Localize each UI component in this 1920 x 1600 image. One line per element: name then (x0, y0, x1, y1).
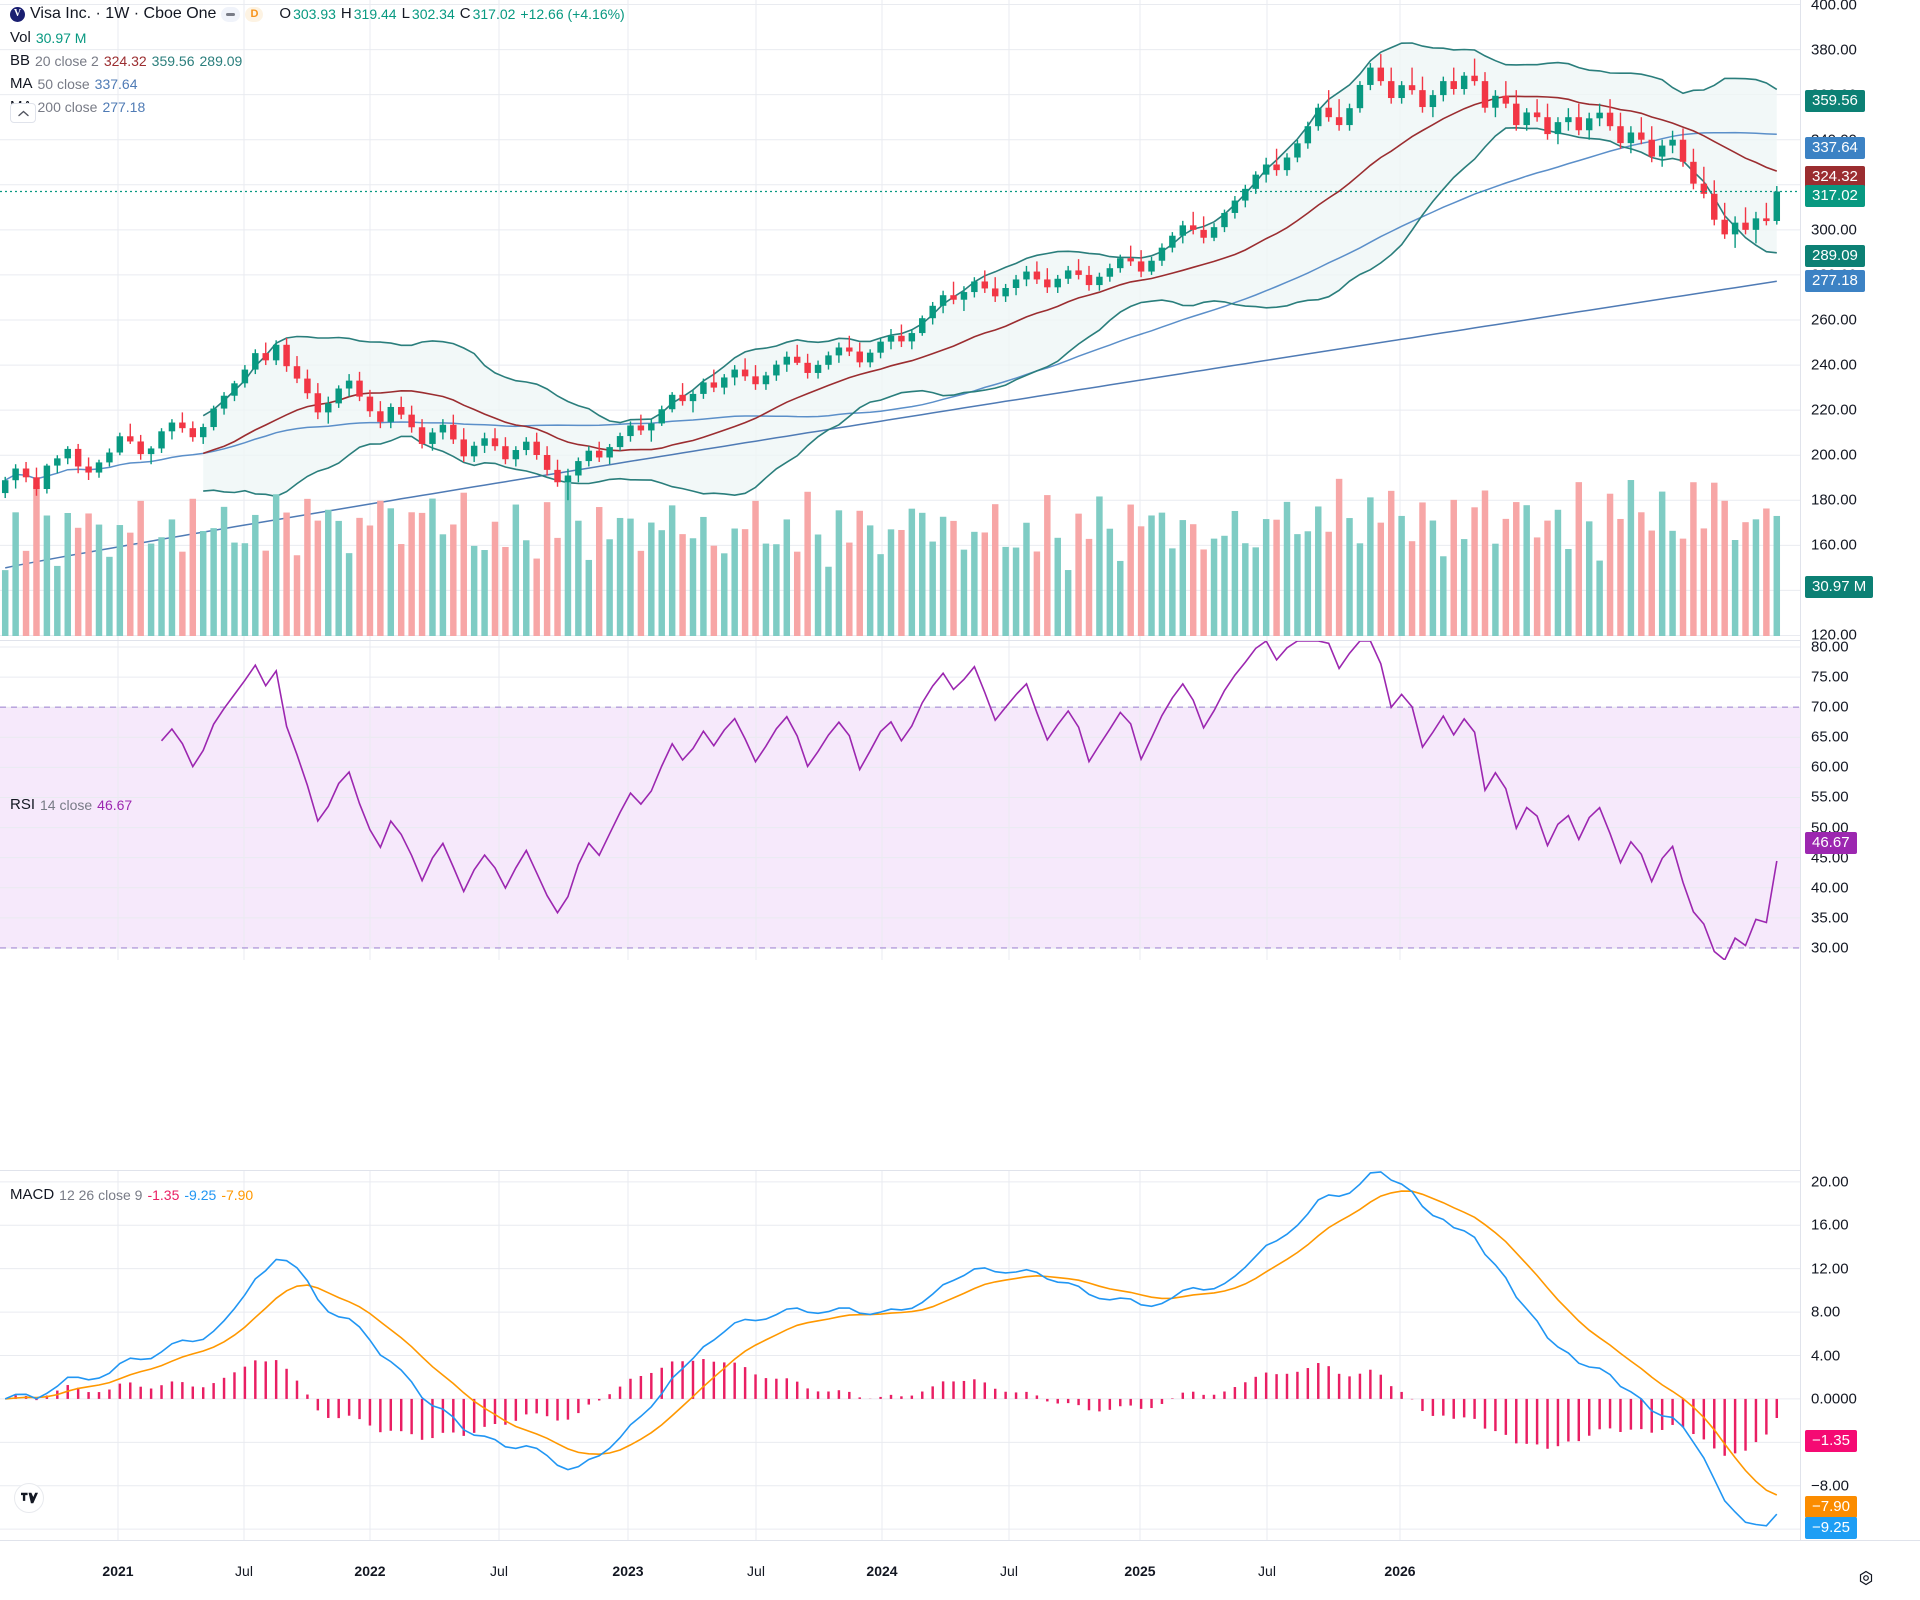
rsi-tick-50-00: 50.00 (1811, 819, 1849, 837)
rsi-tick-40-00: 40.00 (1811, 879, 1849, 897)
rsi-tick-75-00: 75.00 (1811, 668, 1849, 686)
macd-tick: 4.00 (1811, 1347, 1841, 1364)
rsi-chart-canvas[interactable] (0, 641, 1800, 960)
time-tick-Jul: Jul (1000, 1563, 1018, 1579)
rsi-tick-65-00: 65.00 (1811, 728, 1849, 746)
price-tick-380-00: 380.00 (1811, 41, 1857, 59)
bb-upper-badge[interactable]: 359.56 (1805, 90, 1865, 112)
price-tick-160-00: 160.00 (1811, 536, 1857, 554)
macd-signal-badge[interactable]: −7.90 (1805, 1496, 1857, 1518)
ma200-badge[interactable]: 277.18 (1805, 270, 1865, 292)
rsi-tick-70-00: 70.00 (1811, 698, 1849, 716)
bb-basis-badge[interactable]: 324.32 (1805, 166, 1865, 188)
time-tick-Jul: Jul (235, 1563, 253, 1579)
price-tick-220-00: 220.00 (1811, 401, 1857, 419)
rsi-tick-55-00: 55.00 (1811, 788, 1849, 806)
volume-badge[interactable]: 30.97 M (1805, 576, 1874, 598)
macd-tick: −8.00 (1811, 1477, 1849, 1495)
price-tick-180-00: 180.00 (1811, 491, 1857, 509)
macd-tick: 20.00 (1811, 1173, 1849, 1191)
bb-lower-badge[interactable]: 289.09 (1805, 245, 1865, 267)
price-tick-200-00: 200.00 (1811, 446, 1857, 464)
time-tick-2026: 2026 (1384, 1563, 1416, 1579)
rsi-value-badge[interactable]: 46.67 (1805, 832, 1857, 854)
price-axis[interactable]: 400.00380.00360.00340.00320.00300.00280.… (1800, 0, 1920, 1540)
macd-line-badge[interactable]: −9.25 (1805, 1517, 1857, 1539)
macd-chart-canvas[interactable] (0, 1171, 1800, 1540)
price-tick-120-00: 120.00 (1811, 626, 1857, 644)
time-tick-2021: 2021 (102, 1563, 134, 1579)
macd-tick: 8.00 (1811, 1303, 1841, 1321)
time-tick-Jul: Jul (490, 1563, 508, 1579)
time-tick-2025: 2025 (1124, 1563, 1156, 1579)
macd-tick: 0.0000 (1811, 1390, 1857, 1408)
macd-hist-badge[interactable]: −1.35 (1805, 1430, 1857, 1452)
price-chart-canvas[interactable] (0, 0, 1800, 640)
rsi-tick-30-00: 30.00 (1811, 939, 1849, 957)
price-tick-400-00: 400.00 (1811, 0, 1857, 13)
tradingview-logo-icon[interactable] (14, 1483, 44, 1513)
price-tick-300-00: 300.00 (1811, 221, 1857, 239)
price-tick-260-00: 260.00 (1811, 311, 1857, 329)
gear-icon[interactable] (1857, 1570, 1875, 1588)
rsi-tick-35-00: 35.00 (1811, 909, 1849, 927)
time-axis[interactable]: 2021 Jul 2022 Jul 2023 Jul 2024 Jul 2025 Jul 2026 (0, 1540, 1920, 1600)
time-tick-Jul: Jul (1258, 1563, 1276, 1579)
time-tick-2024: 2024 (866, 1563, 898, 1579)
time-tick-Jul: Jul (747, 1563, 765, 1579)
rsi-tick-60-00: 60.00 (1811, 758, 1849, 776)
rsi-tick-80-00: 80.00 (1811, 638, 1849, 656)
macd-tick: 12.00 (1811, 1260, 1849, 1278)
ma50-badge[interactable]: 337.64 (1805, 137, 1865, 159)
collapse-legend-button[interactable] (10, 103, 36, 123)
macd-tick: 16.00 (1811, 1216, 1849, 1234)
close-badge[interactable]: 317.02 (1805, 185, 1865, 207)
price-tick-240-00: 240.00 (1811, 356, 1857, 374)
time-tick-2023: 2023 (612, 1563, 644, 1579)
chevron-up-icon (17, 110, 29, 116)
time-tick-2022: 2022 (354, 1563, 386, 1579)
